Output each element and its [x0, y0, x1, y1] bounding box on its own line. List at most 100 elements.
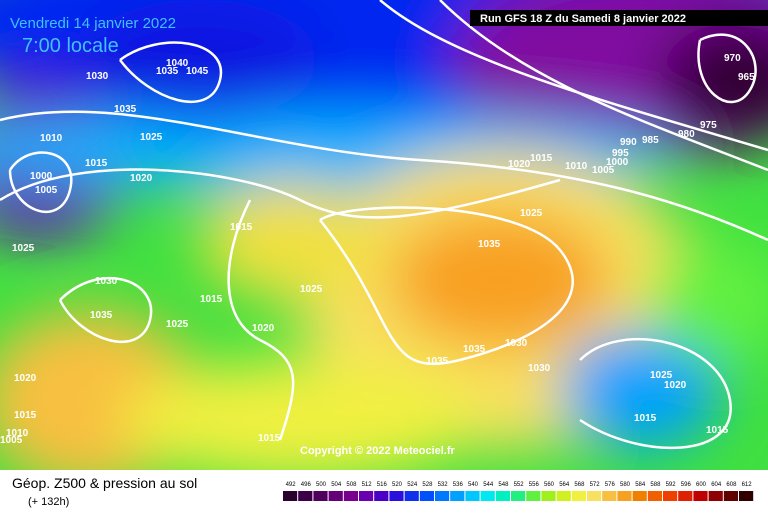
scale-label: 524	[407, 482, 418, 488]
isobar-label: 1010	[565, 161, 588, 172]
isobar-label: 1005	[0, 435, 23, 446]
isobar-label: 1035	[463, 344, 486, 355]
isobar-label: 1020	[508, 159, 531, 170]
scale-label: 552	[514, 482, 525, 488]
scale-swatch	[389, 491, 404, 501]
scale-swatch	[739, 491, 754, 501]
isobar-label: 1030	[505, 338, 528, 349]
scale-label: 548	[498, 482, 509, 488]
scale-label: 508	[346, 482, 357, 488]
isobar-label: 1025	[520, 208, 543, 219]
isobar-label: 1020	[130, 173, 153, 184]
valid-date: Vendredi 14 janvier 2022	[10, 15, 176, 32]
scale-label: 560	[544, 482, 555, 488]
scale-label: 588	[650, 482, 661, 488]
isobar-label: 1035	[114, 104, 137, 115]
isobar-label: 1035	[90, 310, 113, 321]
isobar-label: 1010	[40, 133, 63, 144]
scale-label: 572	[590, 482, 601, 488]
isobar-label: 990	[620, 137, 637, 148]
run-info: Run GFS 18 Z du Samedi 8 janvier 2022	[480, 13, 686, 25]
isobar	[439, 0, 768, 172]
isobar-label: 975	[700, 120, 717, 131]
scale-label: 544	[483, 482, 494, 488]
isobar-label: 1015	[530, 153, 553, 164]
scale-swatch	[450, 491, 465, 501]
scale-swatch	[632, 491, 647, 501]
isobar-label: 1035	[478, 239, 501, 250]
isobar-label: 1015	[706, 425, 729, 436]
isobar-label: 1045	[186, 66, 209, 77]
isobar-label: 995	[612, 148, 629, 159]
scale-swatch	[495, 491, 510, 501]
scale-label: 580	[620, 482, 631, 488]
isobar	[0, 110, 768, 242]
scale-label: 516	[377, 482, 388, 488]
scale-label: 556	[529, 482, 540, 488]
scale-label: 528	[422, 482, 433, 488]
isobar-label: 1015	[14, 410, 37, 421]
local-time: 7:00 locale	[22, 35, 119, 57]
scale-label: 596	[681, 482, 692, 488]
scale-label: 532	[438, 482, 449, 488]
scale-swatch	[298, 491, 313, 501]
isobar-label: 985	[642, 135, 659, 146]
isobar-label: 1020	[14, 373, 37, 384]
isobar	[319, 206, 574, 366]
scale-label: 584	[635, 482, 646, 488]
isobar-label: 1025	[140, 132, 163, 143]
scale-swatch	[571, 491, 586, 501]
isobar-label: 1035	[426, 356, 449, 367]
scale-label: 608	[726, 482, 737, 488]
copyright: Copyright © 2022 Meteociel.fr	[300, 445, 456, 457]
isobar-label: 970	[724, 53, 741, 64]
isobar-label: 1015	[258, 433, 281, 444]
isobar	[697, 33, 757, 104]
isobar-label: 1030	[95, 276, 118, 287]
scale-swatch	[526, 491, 541, 501]
isobar-label: 1030	[528, 363, 551, 374]
scale-swatch	[678, 491, 693, 501]
scale-swatch	[465, 491, 480, 501]
scale-swatch	[313, 491, 328, 501]
scale-label: 592	[666, 482, 677, 488]
isobar-label: 1025	[166, 319, 189, 330]
isobar-label: 1005	[35, 185, 58, 196]
isobar	[579, 338, 732, 450]
scale-swatch	[480, 491, 495, 501]
isobar-label: 1035	[156, 66, 179, 77]
isobar-label: 965	[738, 72, 755, 83]
scale-label: 496	[301, 482, 312, 488]
scale-label: 492	[286, 482, 297, 488]
scale-swatch	[647, 491, 662, 501]
scale-swatch	[587, 491, 602, 501]
isobar-label: 1005	[592, 165, 615, 176]
scale-swatch	[602, 491, 617, 501]
isobar-label: 1015	[85, 158, 108, 169]
isobar-label: 1015	[634, 413, 657, 424]
scale-swatch	[708, 491, 723, 501]
scale-label: 564	[559, 482, 570, 488]
isobar-label: 1015	[200, 294, 223, 305]
scale-label: 504	[331, 482, 342, 488]
scale-swatch	[374, 491, 389, 501]
isobar	[227, 199, 295, 441]
isobar	[379, 0, 768, 152]
isobar-label: 1015	[230, 222, 253, 233]
scale-label: 540	[468, 482, 479, 488]
scale-swatch	[723, 491, 738, 501]
scale-label: 512	[362, 482, 373, 488]
scale-label: 520	[392, 482, 403, 488]
scale-swatch	[343, 491, 358, 501]
isobar-label: 1025	[300, 284, 323, 295]
scale-swatch	[404, 491, 419, 501]
isobar-label: 1030	[86, 71, 109, 82]
isobar	[119, 41, 223, 104]
footer-title: Géop. Z500 & pression au sol	[12, 475, 197, 491]
isobar-label: 1020	[252, 323, 275, 334]
scale-swatch	[283, 491, 298, 501]
isobar-label: 1025	[650, 370, 673, 381]
scale-label: 568	[574, 482, 585, 488]
scale-swatch	[556, 491, 571, 501]
isobar-label: 1040	[166, 58, 189, 69]
